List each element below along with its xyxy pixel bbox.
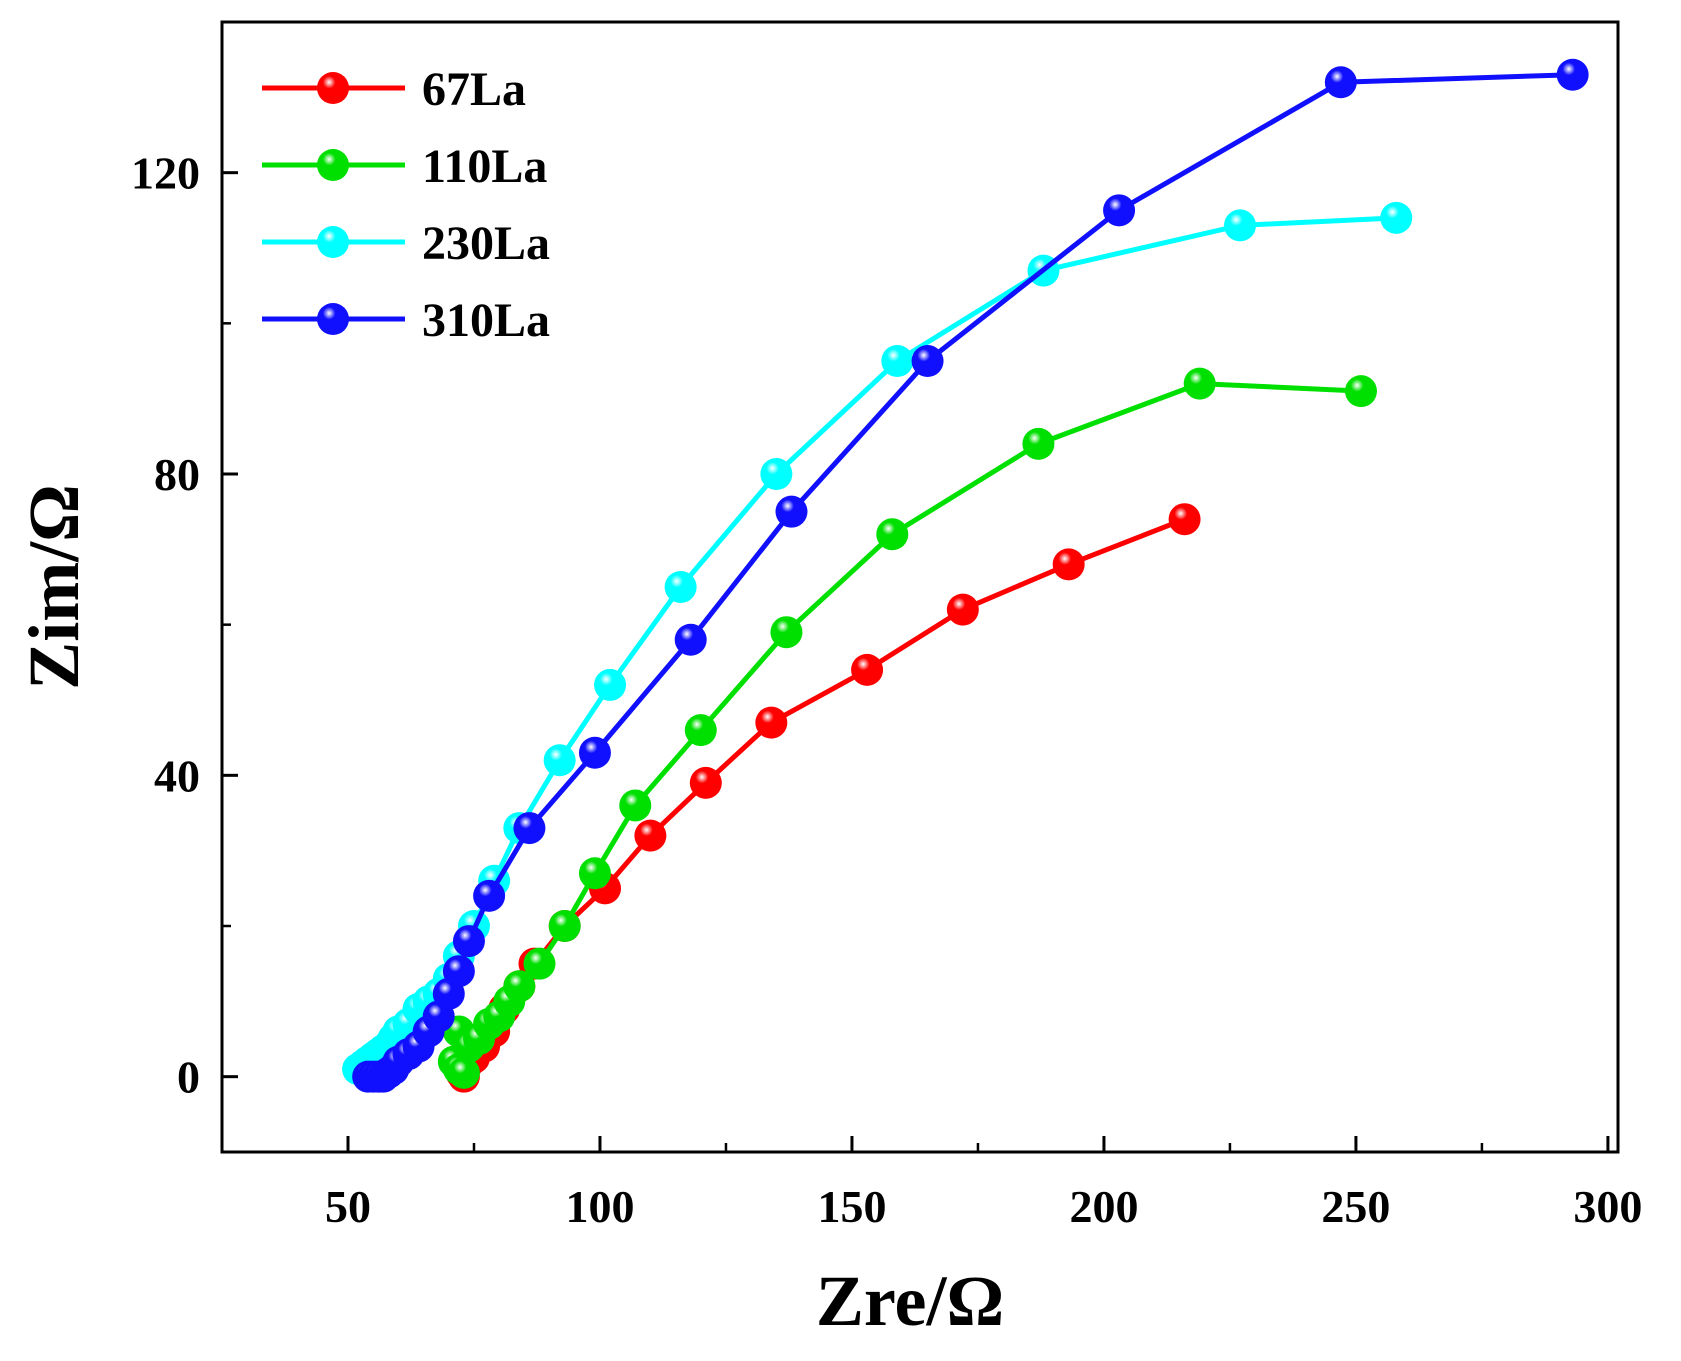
plot-series — [342, 58, 1589, 1093]
x-tick-label: 250 — [1321, 1181, 1390, 1232]
data-point — [513, 812, 546, 845]
data-point — [946, 593, 979, 626]
legend: 67La 110La 230La 310La — [262, 63, 550, 347]
data-point — [1052, 548, 1085, 581]
series-line — [458, 516, 1186, 1079]
y-tick-label: 40 — [154, 750, 200, 801]
data-point — [1556, 58, 1589, 91]
data-point — [851, 653, 884, 686]
legend-marker — [317, 72, 349, 104]
y-axis-title: Zim/Ω — [14, 484, 94, 690]
y-tick-label: 0 — [177, 1052, 200, 1103]
data-point — [578, 736, 611, 769]
series-110La — [437, 367, 1377, 1089]
data-point — [473, 879, 506, 912]
data-point — [770, 616, 803, 649]
data-point — [684, 714, 717, 747]
x-axis-title: Zre/Ω — [816, 1261, 1004, 1341]
data-point — [760, 458, 793, 490]
legend-label: 67La — [422, 63, 526, 116]
data-point — [674, 623, 707, 656]
x-tick-label: 50 — [325, 1181, 371, 1232]
data-point — [775, 495, 808, 528]
data-point — [664, 571, 697, 603]
data-point — [594, 668, 627, 701]
data-point — [1183, 367, 1216, 400]
x-tick-label: 100 — [565, 1181, 634, 1232]
legend-marker — [317, 226, 349, 258]
data-point — [1380, 201, 1413, 234]
data-point — [1103, 194, 1136, 227]
axes: 50 100 150 200 250 300 0 40 80 120 Zre/Ω Zim/Ω — [14, 20, 1642, 1341]
data-point — [1344, 375, 1377, 408]
legend-marker — [317, 303, 349, 335]
data-point — [689, 766, 722, 799]
data-point — [452, 925, 485, 958]
legend-label: 110La — [422, 140, 547, 193]
legend-label: 230La — [422, 217, 550, 270]
y-tick-label: 80 — [154, 449, 200, 500]
plot-frame — [220, 20, 1620, 1154]
x-tick-label: 300 — [1573, 1181, 1642, 1232]
data-point — [543, 744, 576, 777]
data-point — [911, 345, 944, 377]
data-point — [1224, 209, 1257, 242]
data-point — [1022, 427, 1055, 460]
legend-marker — [317, 149, 349, 181]
data-point — [548, 910, 581, 942]
data-point — [619, 789, 652, 822]
data-point — [523, 947, 556, 980]
series-310La — [352, 58, 1589, 1093]
legend-label: 310La — [422, 294, 550, 347]
data-point — [442, 955, 475, 988]
data-point — [755, 706, 788, 739]
data-point — [578, 857, 611, 890]
data-point — [876, 518, 909, 551]
data-point — [881, 345, 914, 377]
x-tick-label: 200 — [1069, 1181, 1138, 1232]
data-point — [1168, 503, 1201, 536]
data-point — [1324, 66, 1357, 99]
y-tick-label: 120 — [131, 148, 200, 199]
x-tick-label: 150 — [817, 1181, 886, 1232]
data-point — [634, 819, 667, 852]
data-point — [503, 970, 536, 1003]
series-line — [451, 381, 1362, 1076]
data-point — [447, 1056, 480, 1089]
